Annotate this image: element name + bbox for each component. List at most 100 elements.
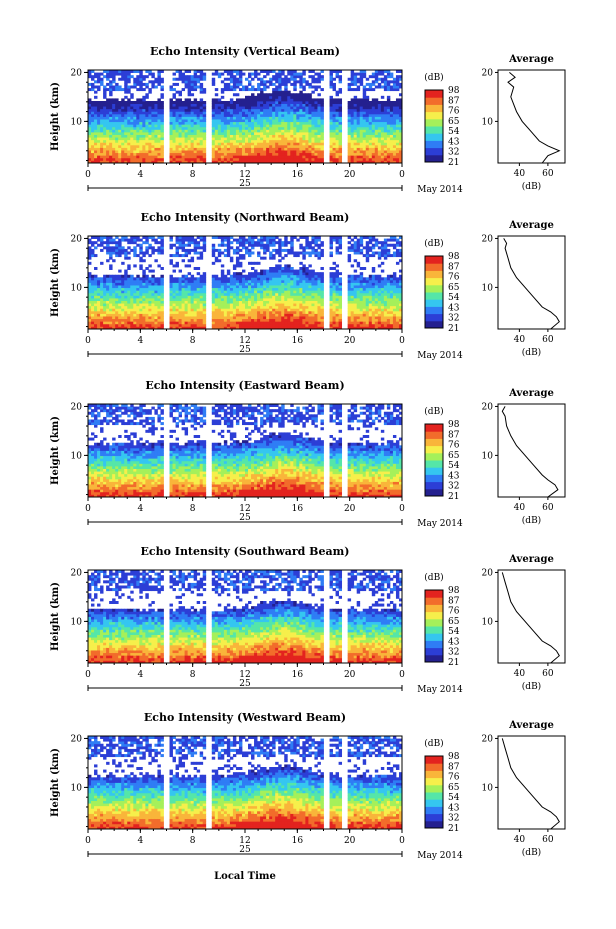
heatmap-cell [190,93,195,97]
heatmap-cell [172,279,176,283]
heatmap-cell [148,277,152,281]
heatmap-cell [223,126,228,130]
heatmap-cell [241,310,246,314]
heatmap-cell [106,274,110,278]
heatmap-cell [377,147,382,151]
heatmap-cell [106,310,110,314]
heatmap-cell [290,321,294,325]
heatmap-cell [235,155,240,159]
heatmap-cell [281,103,285,107]
heatmap-cell [365,82,370,86]
heatmap-cell [332,155,336,159]
heatmap-cell [187,121,192,125]
heatmap-cell [293,103,297,107]
heatmap-cell [124,150,128,154]
heatmap-cell [257,93,261,97]
heatmap-cell [139,238,143,242]
heatmap-cell [308,155,312,159]
heatmap-cell [287,124,291,128]
heatmap-cell [142,147,146,151]
heatmap-cell [235,241,240,245]
heatmap-cell [281,121,285,125]
heatmap-cell [398,85,403,89]
heatmap-cell [157,323,161,327]
heatmap-cell [115,137,119,141]
heatmap-cell [223,326,228,330]
heatmap-cell [266,111,270,115]
heatmap-cell [272,292,276,296]
heatmap-cell [257,85,261,89]
heatmap-cell [332,103,336,107]
heatmap-cell [124,137,128,141]
heatmap-cell [112,119,116,123]
heatmap-cell [383,124,388,128]
heatmap-cell [214,142,219,146]
heatmap-cell [293,308,297,312]
heatmap-cell [359,119,364,123]
heatmap-cell [302,295,306,299]
heatmap-cell [392,80,397,84]
heatmap-cell [202,160,207,164]
heatmap-cell [232,238,237,242]
heatmap-cell [214,310,219,314]
heatmap-cell [133,82,137,86]
heatmap-cell [257,139,261,143]
heatmap-cell [202,248,207,252]
heatmap-cell [257,88,261,92]
heatmap-cell [263,326,267,330]
heatmap-cell [359,101,364,104]
heatmap-cell [365,132,370,135]
heatmap-cell [308,326,312,330]
heatmap-cell [235,303,240,307]
heatmap-cell [226,326,231,330]
heatmap-cell [251,326,255,330]
heatmap-cell [196,313,201,317]
heatmap-cell [284,238,288,242]
heatmap-cell [115,248,119,252]
heatmap-cell [133,142,137,146]
heatmap-cell [314,157,318,161]
heatmap-cell [184,316,189,320]
heatmap-cell [395,111,400,115]
heatmap-cell [133,106,137,110]
heatmap-cell [157,241,161,245]
heatmap-cell [127,238,131,242]
heatmap-cell [229,132,234,135]
heatmap-cell [305,160,309,164]
heatmap-cell [196,326,201,330]
heatmap-cell [229,147,234,151]
heatmap-cell [278,116,282,120]
heatmap-cell [187,251,192,255]
heatmap-cell [263,251,267,255]
heatmap-cell [124,139,128,143]
heatmap-cell [275,106,279,110]
heatmap-cell [260,243,264,247]
heatmap-cell [97,119,101,123]
heatmap-cell [299,272,303,276]
heatmap-cell [241,126,246,130]
heatmap-cell [329,152,333,156]
heatmap-cell [389,124,394,128]
heatmap-cell [157,316,161,320]
heatmap-cell [217,318,222,322]
heatmap-cell [353,88,358,92]
heatmap-cell [389,108,394,112]
heatmap-cell [211,298,216,301]
heatmap-cell [190,75,195,79]
heatmap-cell [172,290,176,294]
heatmap-cell [145,142,149,146]
heatmap-cell [338,108,343,112]
heatmap-cell [275,326,279,330]
heatmap-cell [160,243,164,247]
heatmap-cell [293,70,297,73]
heatmap-cell [254,108,258,112]
heatmap-cell [284,292,288,296]
heatmap-cell [380,142,385,146]
heatmap-cell [106,300,110,304]
heatmap-cell [229,85,234,89]
heatmap-cell [338,139,343,143]
heatmap-cell [248,72,252,76]
heatmap-cell [359,157,364,161]
heatmap-cell [260,144,264,148]
heatmap-cell [193,238,198,242]
